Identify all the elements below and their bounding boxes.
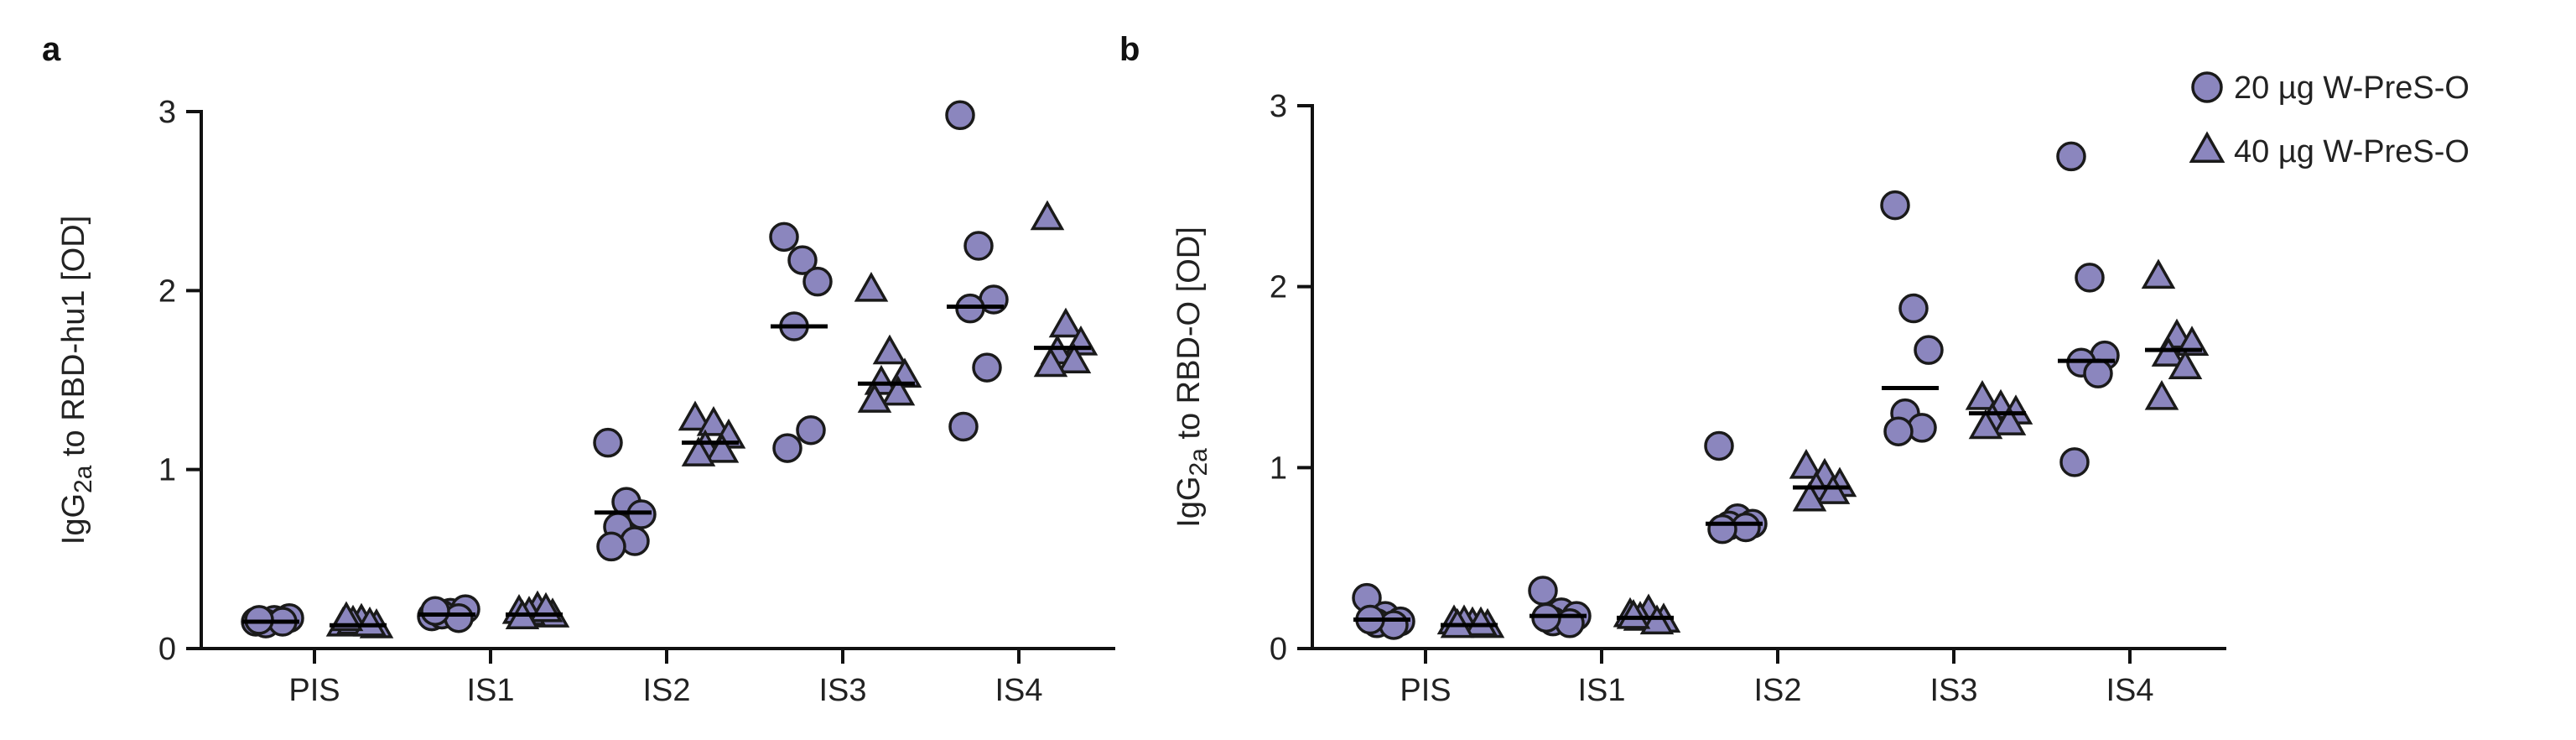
- data-point-circle: [2059, 447, 2090, 477]
- data-point-triangle: [352, 606, 387, 637]
- y-tick-label: 3: [158, 95, 176, 130]
- data-point-triangle: [1815, 474, 1851, 504]
- data-point-circle: [1704, 430, 1734, 461]
- y-tick-label: 2: [1270, 270, 1287, 305]
- data-point-triangle: [2141, 258, 2176, 289]
- x-tick-label-is4: IS4: [995, 673, 1042, 708]
- data-point-triangle: [1057, 343, 1092, 373]
- data-point-triangle: [854, 271, 889, 302]
- data-point-triangle: [1789, 448, 1824, 479]
- data-point-circle: [972, 352, 1002, 383]
- legend-marker-circle: [2191, 71, 2223, 103]
- x-tick-label-is2: IS2: [1753, 673, 1801, 708]
- legend-marker-triangle: [2189, 131, 2225, 164]
- data-point-triangle: [880, 375, 916, 406]
- data-point-circle: [2056, 141, 2086, 172]
- data-point-circle: [796, 414, 826, 446]
- x-tick-label-is1: IS1: [466, 673, 514, 708]
- data-point-triangle: [678, 400, 713, 431]
- data-point-circle: [1883, 416, 1914, 446]
- data-point-triangle: [857, 383, 892, 413]
- y-tick-label: 0: [158, 632, 176, 667]
- data-point-triangle: [681, 436, 716, 466]
- legend-label: 20 µg W-PreS-O: [2234, 70, 2470, 106]
- x-tick-label-pis: PIS: [288, 673, 340, 708]
- data-point-circle: [1528, 576, 1558, 606]
- data-point-triangle: [704, 432, 740, 463]
- data-point-triangle: [2151, 336, 2186, 367]
- panel-b: b 0 1 2 3 IgG2a to RBD-O [OD] PIS IS1 IS2 IS3 IS4: [1119, 31, 2226, 708]
- y-axis-label: IgG2a to RBD-hu1 [OD]: [56, 216, 97, 545]
- panel-a: a 0 1 2 3 IgG2a to RBD-hu1 [OD] PIS IS1 IS2 IS3 IS…: [42, 31, 1115, 708]
- x-tick-label-is4: IS4: [2106, 673, 2153, 708]
- data-point-triangle: [1616, 598, 1651, 629]
- legend-label: 40 µg W-PreS-O: [2234, 134, 2470, 169]
- data-point-circle: [593, 427, 623, 458]
- data-point-circle: [420, 596, 450, 626]
- data-point-triangle: [1639, 604, 1675, 635]
- y-tick-label: 2: [158, 274, 176, 309]
- data-point-circle: [1707, 513, 1737, 545]
- panel-letter: b: [1119, 31, 1140, 68]
- data-point-circle: [2083, 358, 2113, 388]
- data-point-circle: [769, 221, 799, 253]
- data-point-triangle: [696, 405, 731, 436]
- data-point-triangle: [1968, 409, 2003, 440]
- data-point-circle: [787, 245, 818, 275]
- data-point-circle: [1880, 190, 1910, 221]
- y-axis-label: IgG2a to RBD-O [OD]: [1171, 227, 1213, 528]
- data-point-circle: [772, 433, 802, 463]
- x-tick-label-pis: PIS: [1400, 673, 1451, 708]
- data-point-circle: [1914, 335, 1944, 365]
- x-tick-label-is3: IS3: [1929, 673, 1977, 708]
- data-point-triangle: [1030, 200, 1065, 231]
- data-point-triangle: [1033, 347, 1068, 378]
- x-tick-label-is3: IS3: [818, 673, 866, 708]
- y-tick-label: 1: [158, 453, 176, 488]
- data-point-circle: [596, 531, 626, 562]
- data-point-triangle: [1463, 606, 1498, 637]
- data-point-triangle: [1792, 481, 1827, 512]
- data-point-triangle: [1965, 379, 2000, 410]
- data-point-triangle: [2168, 349, 2203, 380]
- y-tick-label: 3: [1270, 89, 1287, 124]
- data-point-triangle: [2174, 326, 2210, 356]
- x-tick-label-is2: IS2: [642, 673, 690, 708]
- data-point-triangle: [1992, 405, 2027, 435]
- y-tick-label: 0: [1270, 632, 1287, 667]
- data-point-triangle: [2144, 379, 2179, 410]
- x-tick-label-is1: IS1: [1577, 673, 1625, 708]
- data-point-circle: [1898, 293, 1929, 324]
- data-point-triangle: [872, 334, 907, 365]
- data-point-circle: [948, 411, 979, 442]
- data-point-circle: [945, 100, 975, 131]
- data-point-triangle: [1048, 307, 1083, 338]
- data-point-circle: [2075, 263, 2105, 293]
- panel-letter: a: [42, 31, 61, 68]
- y-tick-label: 1: [1270, 451, 1287, 486]
- data-point-circle: [963, 231, 994, 261]
- data-point-circle: [802, 266, 833, 297]
- legend: 20 µg W-PreS-O 40 µg W-PreS-O: [2189, 70, 2470, 169]
